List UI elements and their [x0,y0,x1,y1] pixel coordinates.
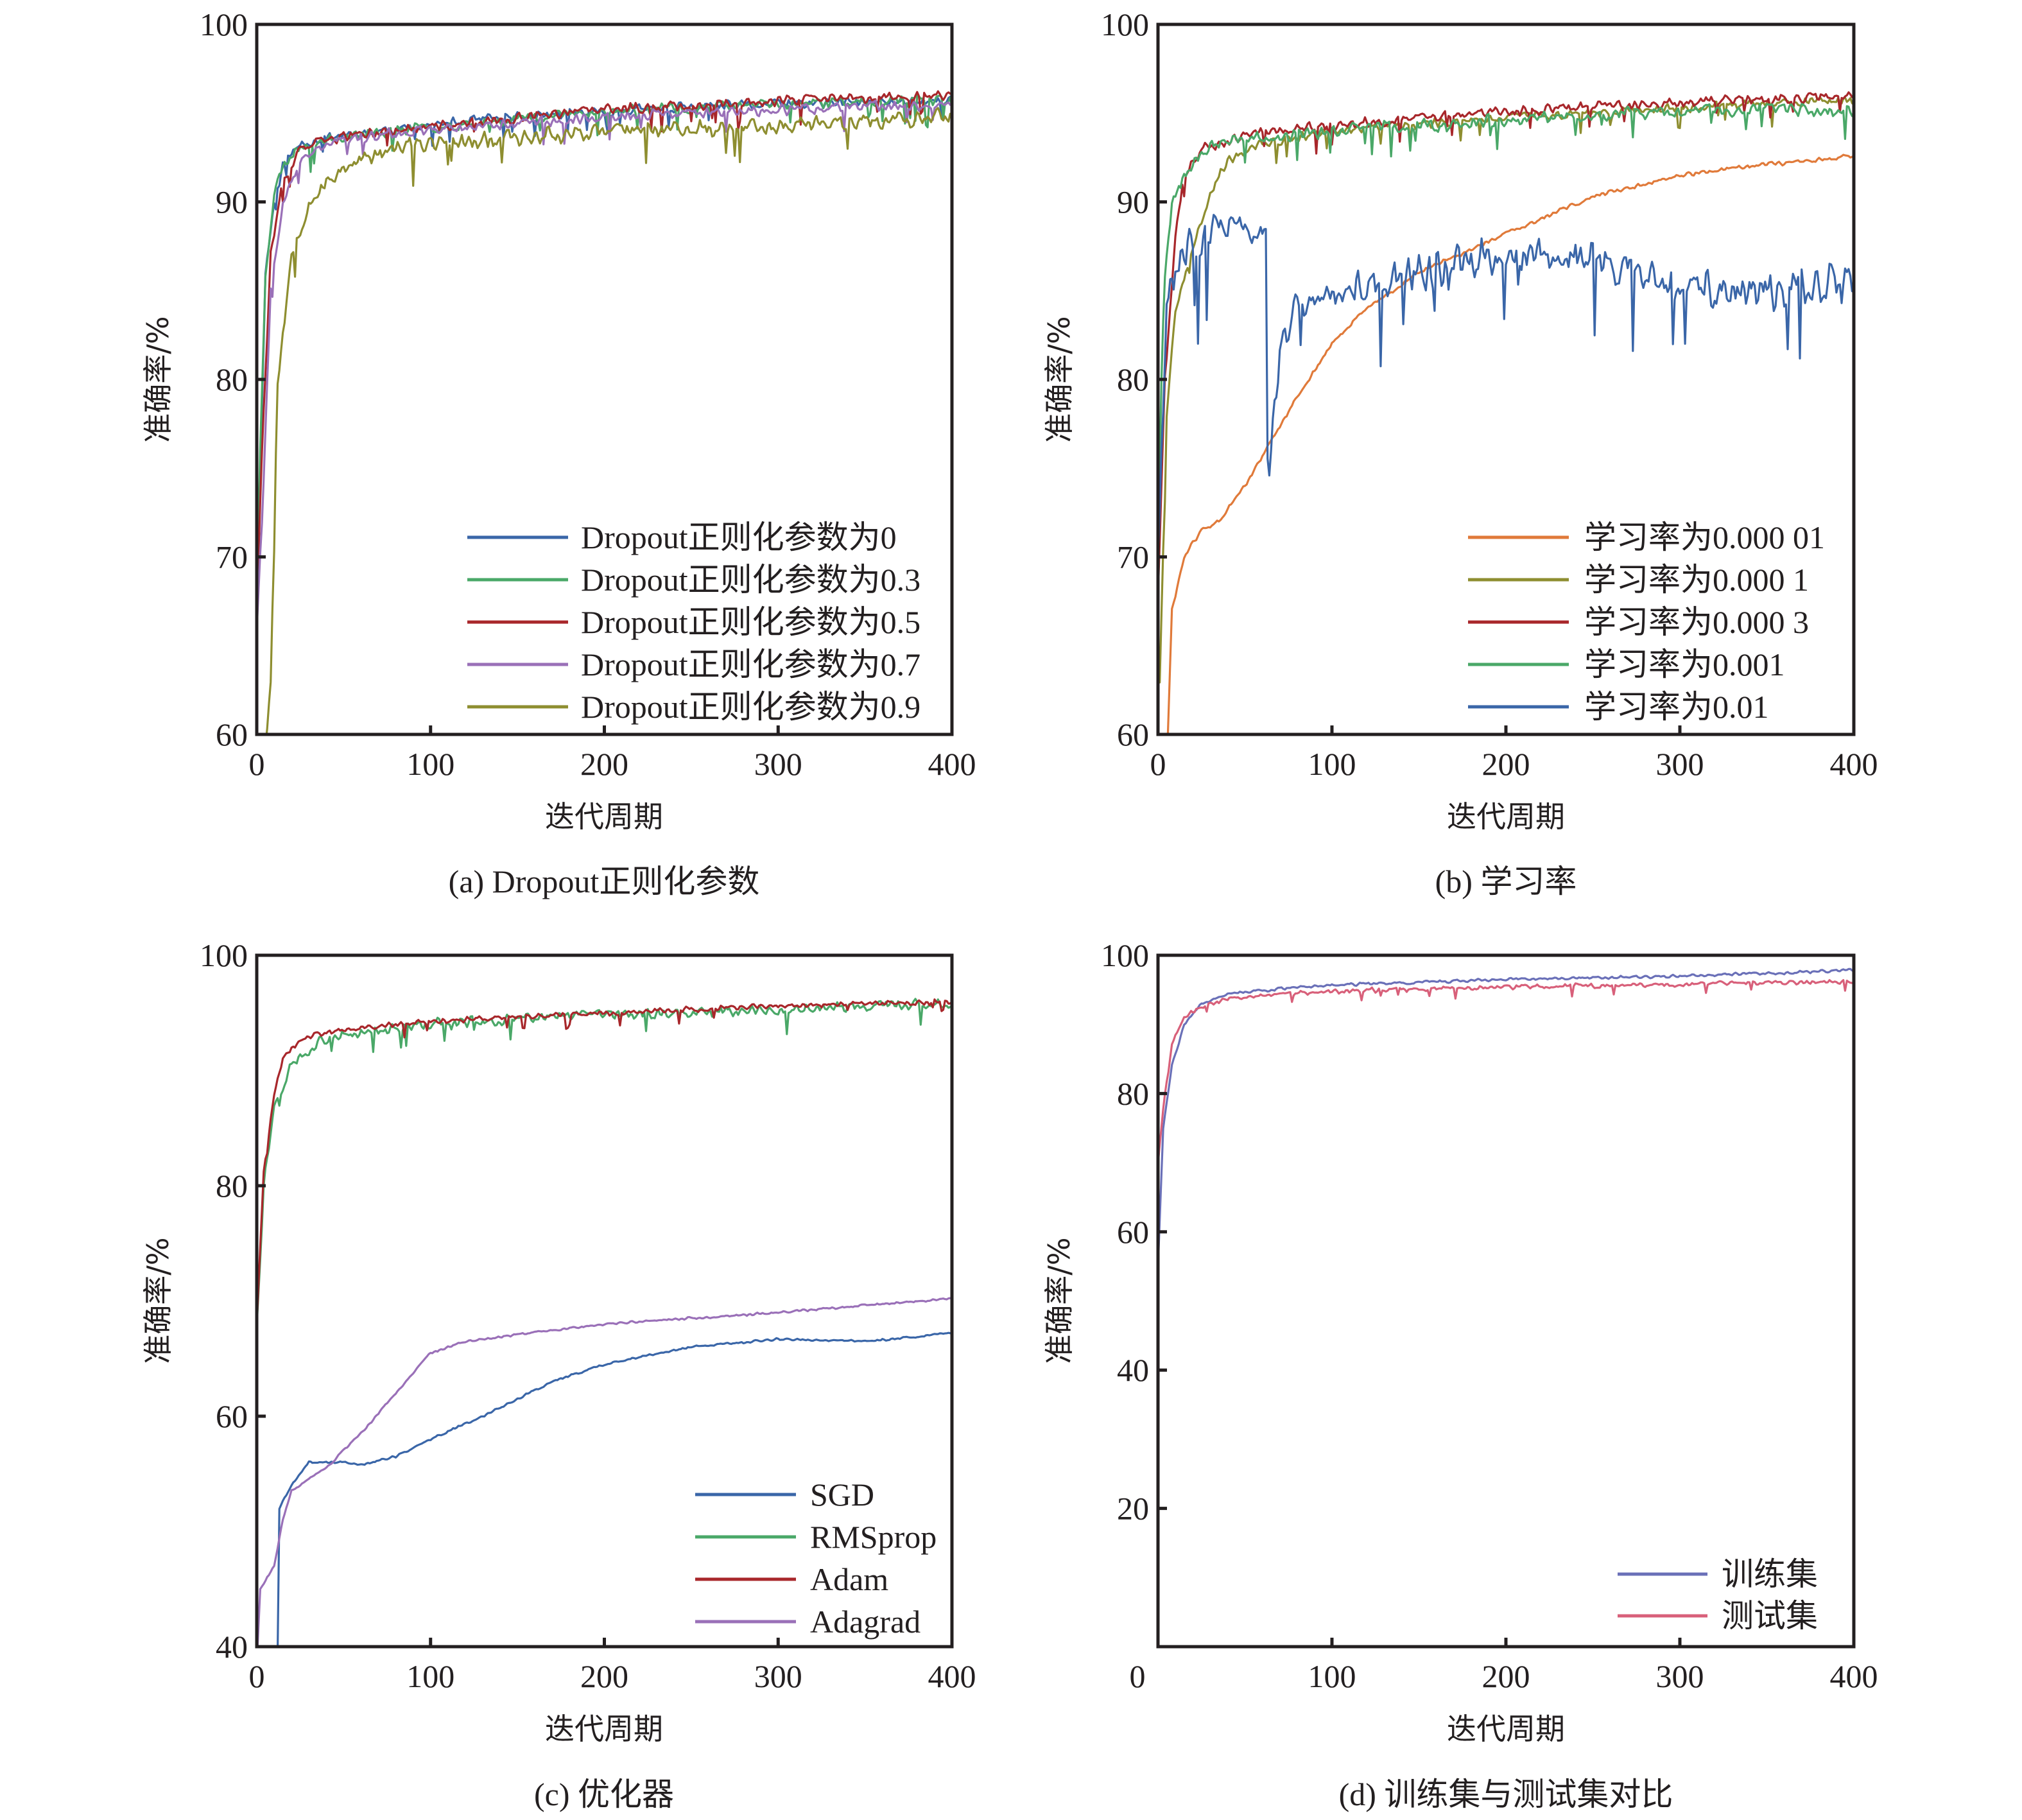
y-tick-label: 100 [1101,6,1149,42]
x-tick-label: 300 [754,1658,802,1694]
series-line-0 [1158,967,1854,1268]
y-tick-label: 70 [1117,539,1149,575]
legend-label: Dropout正则化参数为0.9 [581,689,920,725]
x-tick-label: 0 [1130,1658,1146,1694]
series-line-2 [257,998,952,1326]
series-group [1158,91,1854,734]
legend-label: Dropout正则化参数为0 [581,519,897,555]
x-tick-label: 100 [406,1658,454,1694]
x-tick-label: 300 [1656,1658,1704,1694]
x-tick-label: 200 [1482,746,1530,782]
y-tick-label: 80 [1117,361,1149,397]
series-line-0 [277,1331,952,1647]
y-tick-label: 100 [200,6,248,42]
panel-b: 准确率/% 迭代周期 (b) 学习率 0 100 200 300 400 60 70 80 90… [1042,6,1878,899]
legend: SGD RMSprop Adam Adagrad [695,1477,937,1640]
panel-a: 准确率/% 迭代周期 (a) Dropout正则化参数 0 100 200 300 40… [141,6,976,899]
x-tick-label: 0 [249,1658,265,1694]
legend-label: 学习率为0.01 [1584,689,1769,725]
panel-caption: (b) 学习率 [1435,863,1577,899]
legend-label: Dropout正则化参数为0.7 [581,646,920,682]
legend-label: 学习率为0.001 [1584,646,1785,682]
series-group [257,90,952,734]
y-tick-label: 60 [1117,716,1149,752]
x-tick-label: 300 [754,746,802,782]
y-tick-label: 40 [216,1629,248,1665]
y-tick-label: 90 [1117,184,1149,220]
x-tick-label: 400 [1830,1658,1878,1694]
y-tick-label: 100 [1101,937,1149,973]
x-tick-label: 100 [1308,1658,1356,1694]
series-line-1 [257,998,952,1327]
series-line-3 [1158,103,1854,560]
series-line-2 [257,90,952,595]
panel-caption: (a) Dropout正则化参数 [449,863,760,899]
x-tick-label: 300 [1656,746,1704,782]
panel-d: 准确率/% 迭代周期 (d) 训练集与测试集对比 0 100 200 300 400 20… [1042,937,1878,1812]
legend-label: Dropout正则化参数为0.5 [581,604,920,640]
x-axis-label: 迭代周期 [1447,1712,1565,1746]
y-tick-label: 60 [1117,1214,1149,1250]
x-axis-label: 迭代周期 [545,799,663,834]
series-group [257,998,952,1647]
y-tick-label: 90 [216,184,248,220]
legend-label: 测试集 [1722,1598,1818,1634]
series-line-0 [1166,153,1854,734]
series-line-2 [1158,91,1854,595]
y-tick-label: 70 [216,539,248,575]
legend-label: 学习率为0.000 3 [1584,604,1809,640]
panel-caption: (c) 优化器 [534,1776,674,1812]
y-tick-label: 20 [1117,1491,1149,1527]
x-tick-label: 200 [1482,1658,1530,1694]
y-axis-label: 准确率/% [1042,316,1076,442]
y-tick-label: 60 [216,1398,248,1434]
series-line-1 [1158,979,1854,1165]
y-axis-label: 准确率/% [141,316,175,442]
x-axis-label: 迭代周期 [1447,799,1565,834]
y-tick-label: 40 [1117,1352,1149,1388]
x-tick-label: 200 [580,746,628,782]
series-line-4 [1158,214,1854,564]
x-tick-label: 400 [1830,746,1878,782]
legend-label: Dropout正则化参数为0.3 [581,562,920,598]
x-tick-label: 400 [928,746,976,782]
y-axis-label: 准确率/% [141,1237,175,1364]
y-axis-label: 准确率/% [1042,1237,1076,1364]
legend-label: 学习率为0.000 1 [1584,562,1809,598]
x-axis-label: 迭代周期 [545,1712,663,1746]
legend-label: 学习率为0.000 01 [1584,519,1825,555]
y-tick-label: 100 [200,937,248,973]
legend-label: 训练集 [1722,1556,1818,1592]
legend-label: RMSprop [810,1519,937,1555]
x-tick-label: 200 [580,1658,628,1694]
x-tick-label: 0 [1150,746,1166,782]
series-line-3 [257,1297,952,1647]
legend-label: Adam [810,1561,888,1597]
panel-caption: (d) 训练集与测试集对比 [1339,1776,1673,1812]
y-tick-label: 60 [216,716,248,752]
x-tick-label: 100 [1308,746,1356,782]
series-line-3 [257,100,952,631]
y-tick-label: 80 [216,361,248,397]
plot-frame [1156,953,1856,1649]
legend: 学习率为0.000 01 学习率为0.000 1 学习率为0.000 3 学习率为0.… [1468,519,1825,725]
panel-c: 准确率/% 迭代周期 (c) 优化器 0 100 200 300 400 40 60 80 10… [141,937,976,1812]
x-tick-label: 400 [928,1658,976,1694]
y-tick-label: 80 [1117,1075,1149,1111]
x-tick-label: 0 [249,746,265,782]
series-group [1158,967,1854,1268]
legend-label: SGD [810,1477,874,1512]
x-tick-label: 100 [406,746,454,782]
series-line-4 [265,107,952,734]
legend-label: Adagrad [810,1604,920,1640]
y-tick-label: 80 [216,1168,248,1204]
legend: Dropout正则化参数为0 Dropout正则化参数为0.3 Dropout正则化… [467,519,920,725]
